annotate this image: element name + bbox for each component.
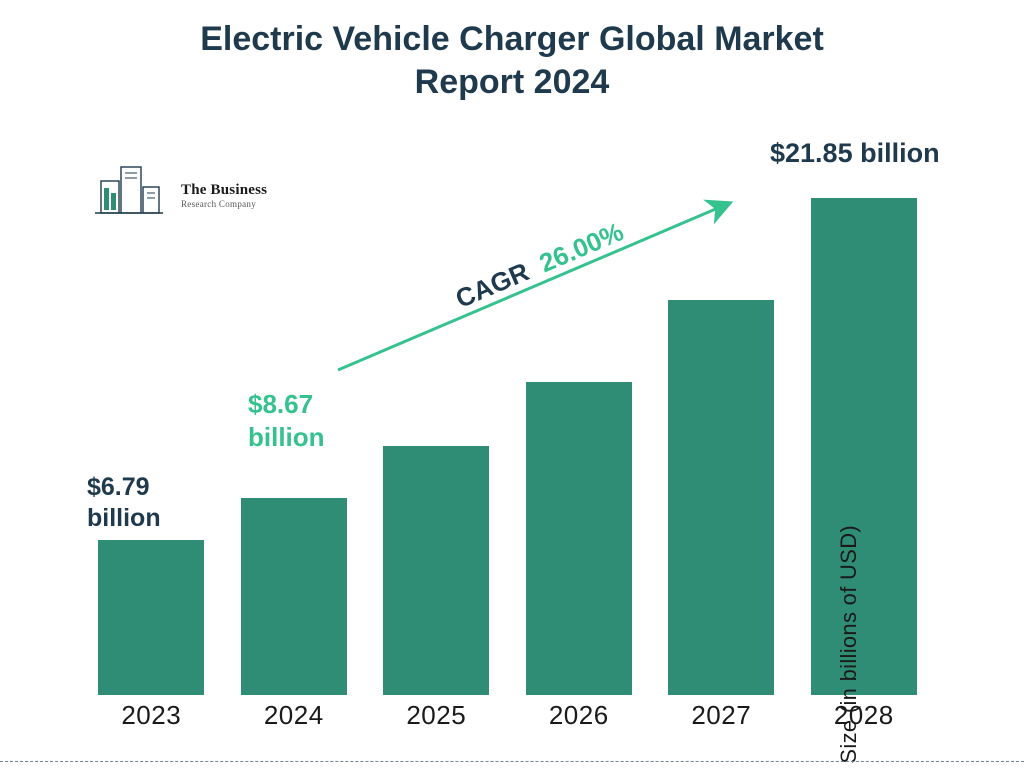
bar-slot (365, 446, 508, 695)
callout-2024-unit: billion (248, 421, 325, 454)
callout-2023-unit: billion (87, 503, 161, 534)
bar (241, 498, 347, 695)
y-axis-label: Market Size (in billions of USD) (836, 525, 862, 768)
callout-2024: $8.67 billion (248, 388, 325, 453)
y-axis-label-container: Market Size (in billions of USD) (692, 160, 1006, 695)
callout-2023: $6.79 billion (87, 472, 161, 535)
bar (383, 446, 489, 695)
x-axis-tick-label: 2023 (80, 700, 223, 731)
x-axis-labels: 202320242025202620272028 (80, 700, 935, 731)
x-axis-tick-label: 2024 (223, 700, 366, 731)
bar-slot (223, 498, 366, 695)
chart-canvas: Electric Vehicle Charger Global Market R… (0, 0, 1024, 768)
callout-2024-value: $8.67 (248, 389, 313, 419)
cagr-annotation: CAGR 26.00% (320, 195, 750, 395)
bar-slot (508, 382, 651, 695)
x-axis-tick-label: 2027 (650, 700, 793, 731)
x-axis-tick-label: 2026 (508, 700, 651, 731)
chart-title-line1: Electric Vehicle Charger Global Market (200, 20, 824, 58)
bar (526, 382, 632, 695)
bottom-divider (0, 761, 1024, 762)
x-axis-tick-label: 2025 (365, 700, 508, 731)
bar-slot (80, 540, 223, 695)
x-axis-tick-label: 2028 (793, 700, 936, 731)
chart-title-line2: Report 2024 (415, 63, 610, 101)
callout-2023-value: $6.79 (87, 473, 150, 501)
chart-title: Electric Vehicle Charger Global Market R… (0, 18, 1024, 103)
bar (98, 540, 204, 695)
